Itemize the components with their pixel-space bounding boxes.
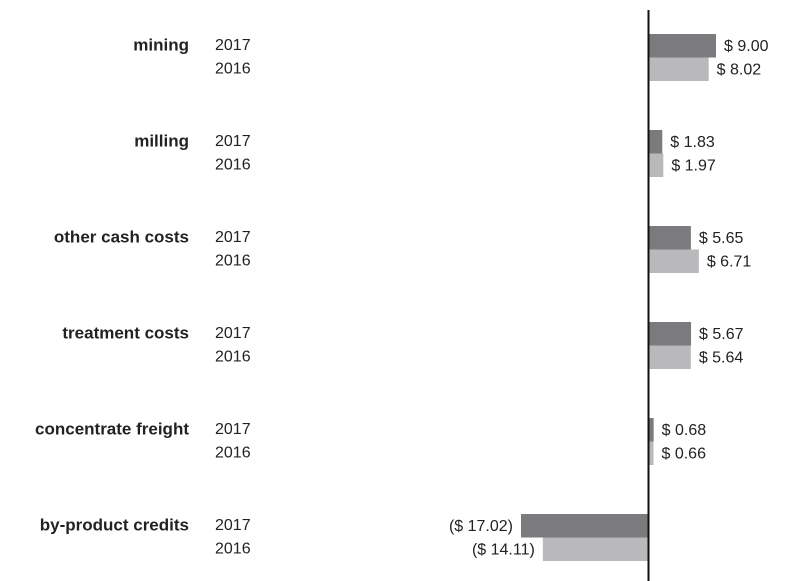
bar [648,57,709,81]
value-label: $ 1.97 [671,157,716,174]
bar [521,514,649,538]
bar [542,537,649,561]
series-label: 2017 [215,421,251,438]
value-label: $ 5.67 [699,326,744,343]
category-label: treatment costs [62,323,189,342]
bar [648,153,664,177]
value-label: $ 1.83 [670,134,715,151]
series-label: 2016 [215,61,251,78]
bar [648,322,692,346]
bar [648,345,691,369]
bar [648,34,716,58]
category-label: milling [134,131,189,150]
value-label: $ 5.65 [699,230,744,247]
bar [648,130,663,154]
value-label: $ 8.02 [717,61,762,78]
series-label: 2016 [215,445,251,462]
series-label: 2016 [215,349,251,366]
series-label: 2017 [215,133,251,150]
series-label: 2017 [215,37,251,54]
value-label: $ 0.68 [662,422,707,439]
bars [521,34,716,561]
value-label: $ 9.00 [724,38,769,55]
bar [648,249,699,273]
category-label: mining [133,35,189,54]
bar [648,441,654,465]
bar [648,418,654,442]
series-label: 2017 [215,325,251,342]
series-label: 2017 [215,229,251,246]
series-label: 2017 [215,517,251,534]
series-label: 2016 [215,253,251,270]
bar [648,226,691,250]
category-label: other cash costs [54,227,189,246]
value-label: ($ 17.02) [449,518,513,535]
value-label: ($ 14.11) [472,541,535,558]
value-label: $ 6.71 [707,253,752,270]
value-label: $ 0.66 [661,445,706,462]
value-label: $ 5.64 [699,349,744,366]
category-label: by-product credits [40,515,189,534]
series-label: 2016 [215,157,251,174]
category-label: concentrate freight [35,419,189,438]
series-label: 2016 [215,541,251,558]
